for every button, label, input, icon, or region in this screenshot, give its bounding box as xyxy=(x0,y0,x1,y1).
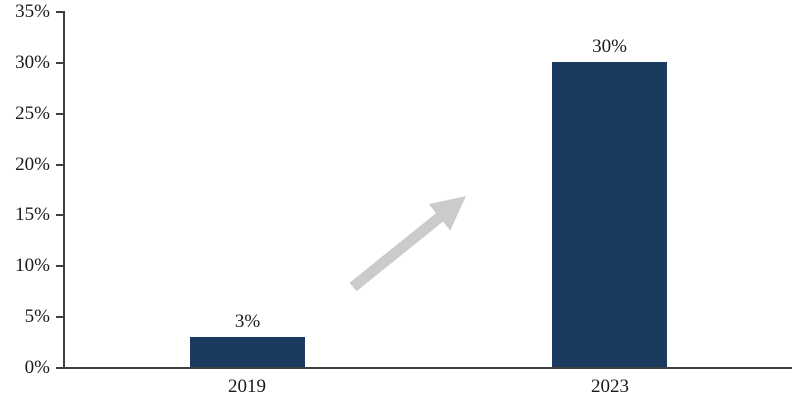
y-axis-label: 25% xyxy=(15,103,50,124)
x-axis-label-2019: 2019 xyxy=(228,376,266,397)
plot-area: 3% 30% xyxy=(64,12,792,368)
y-axis-tick xyxy=(56,316,64,318)
y-axis-tick xyxy=(56,164,64,166)
y-axis-tick xyxy=(56,62,64,64)
bar-group-2023: 30% xyxy=(552,36,667,367)
y-axis-label: 20% xyxy=(15,154,50,175)
x-axis-line xyxy=(63,367,792,369)
y-axis-label: 35% xyxy=(15,1,50,22)
y-axis-line xyxy=(63,11,65,369)
y-axis-label: 30% xyxy=(15,52,50,73)
bar-group-2019: 3% xyxy=(190,311,305,367)
y-axis-tick xyxy=(56,265,64,267)
y-axis-label: 15% xyxy=(15,204,50,225)
bar-value-label: 3% xyxy=(234,310,261,332)
y-axis-tick xyxy=(56,214,64,216)
trend-arrow xyxy=(349,196,466,292)
bar-value-label: 30% xyxy=(592,35,627,57)
bar-2023 xyxy=(552,61,667,367)
y-axis-label: 10% xyxy=(15,255,50,276)
trend-arrow-shape xyxy=(349,196,466,292)
y-axis-label: 5% xyxy=(24,306,50,327)
bar-2019 xyxy=(190,336,305,367)
y-axis-tick xyxy=(56,11,64,13)
y-axis-label: 0% xyxy=(24,357,50,378)
x-axis-label-2023: 2023 xyxy=(591,376,629,397)
y-axis-tick xyxy=(56,113,64,115)
y-axis-tick xyxy=(56,367,64,369)
